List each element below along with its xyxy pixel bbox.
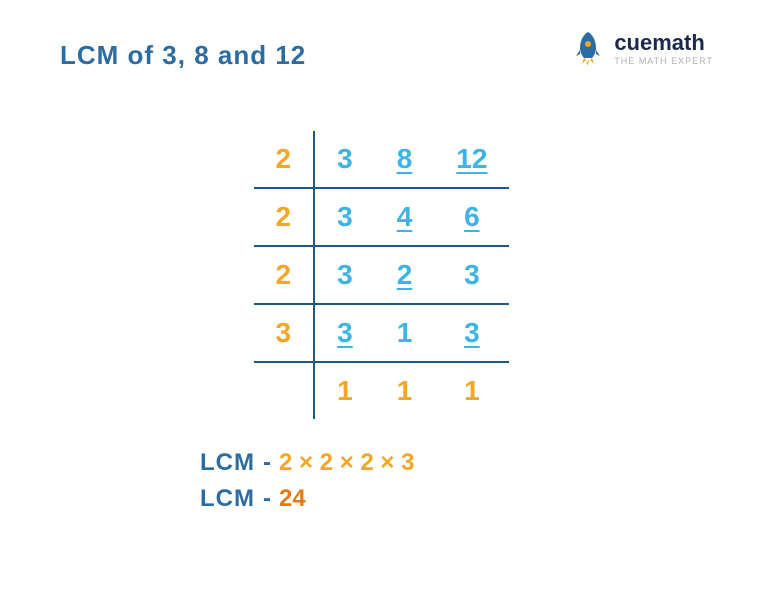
value-cell: 4 <box>375 188 435 246</box>
value-cell: 1 <box>314 362 375 419</box>
value-cell: 6 <box>434 188 509 246</box>
lcm-label-2: LCM <box>200 485 255 513</box>
equals-2: - <box>263 485 271 513</box>
value-cell: 2 <box>375 246 435 304</box>
table-row: 3313 <box>254 304 510 362</box>
divisor-cell: 2 <box>254 131 315 188</box>
value-cell: 12 <box>434 131 509 188</box>
value-cell: 1 <box>375 362 435 419</box>
result-expression-line: LCM - 2 × 2 × 2 × 3 <box>200 449 703 477</box>
result-section: LCM - 2 × 2 × 2 × 3 LCM - 24 <box>200 449 703 513</box>
divisor-cell: 2 <box>254 246 315 304</box>
value-cell: 1 <box>375 304 435 362</box>
division-table-container: 23812234623233313111 <box>222 131 542 419</box>
table-row: 23812 <box>254 131 510 188</box>
logo-brand: cuemath <box>614 30 713 56</box>
value-cell: 3 <box>314 304 375 362</box>
table-row: 2323 <box>254 246 510 304</box>
lcm-expression: 2 × 2 × 2 × 3 <box>279 449 414 477</box>
lcm-answer: 24 <box>279 485 306 513</box>
brand-logo: cuemath THE MATH EXPERT <box>570 30 713 66</box>
table-row: 2346 <box>254 188 510 246</box>
divisor-cell <box>254 362 315 419</box>
value-cell: 3 <box>314 246 375 304</box>
value-cell: 3 <box>434 304 509 362</box>
division-table: 23812234623233313111 <box>254 131 510 419</box>
value-cell: 3 <box>314 131 375 188</box>
divisor-cell: 2 <box>254 188 315 246</box>
divisor-cell: 3 <box>254 304 315 362</box>
value-cell: 3 <box>434 246 509 304</box>
rocket-icon <box>570 30 606 66</box>
title-text: LCM of 3, 8 and 12 <box>60 40 306 70</box>
logo-text: cuemath THE MATH EXPERT <box>614 30 713 66</box>
value-cell: 3 <box>314 188 375 246</box>
value-cell: 1 <box>434 362 509 419</box>
table-row: 111 <box>254 362 510 419</box>
logo-tagline: THE MATH EXPERT <box>614 56 713 66</box>
value-cell: 8 <box>375 131 435 188</box>
lcm-label-1: LCM <box>200 449 255 477</box>
equals-1: - <box>263 449 271 477</box>
result-answer-line: LCM - 24 <box>200 485 703 513</box>
